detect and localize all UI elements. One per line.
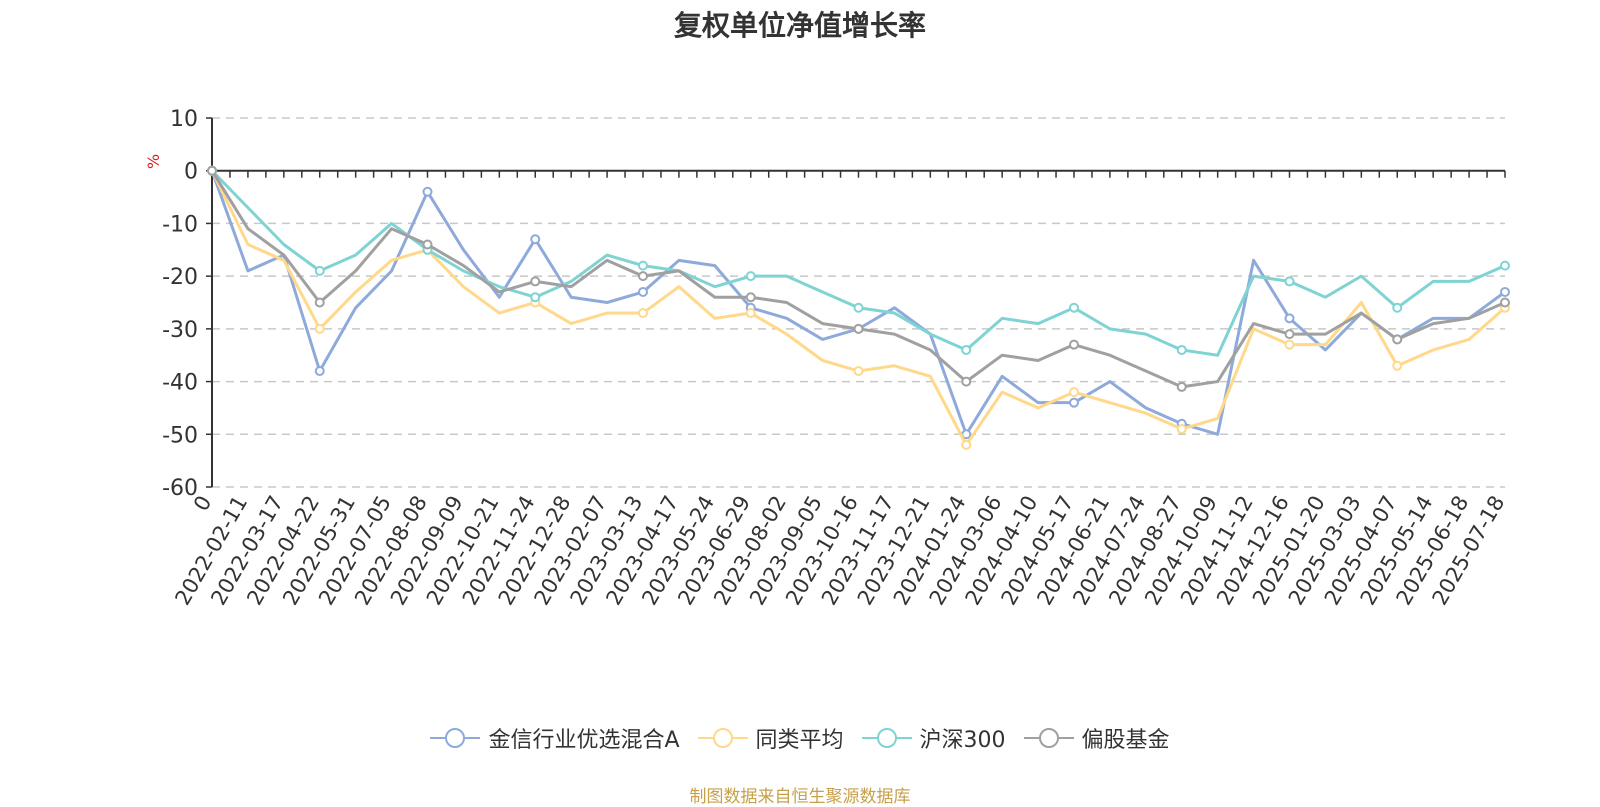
- legend-item[interactable]: 同类平均: [697, 722, 844, 754]
- series-point: [1069, 339, 1079, 350]
- series-point: [745, 271, 756, 282]
- legend-swatch-icon: [430, 728, 481, 748]
- series-point: [1176, 424, 1187, 435]
- legend-label: 偏股基金: [1081, 728, 1170, 753]
- series-point: [1392, 360, 1403, 371]
- series-point: [638, 271, 648, 282]
- series-point: [745, 292, 756, 303]
- series-point: [1176, 344, 1187, 355]
- series-point: [1500, 297, 1510, 308]
- y-tick-label: 0: [184, 160, 198, 185]
- series-point: [530, 276, 541, 287]
- series-point: [961, 439, 972, 450]
- series-point: [638, 308, 648, 319]
- legend-swatch-icon: [697, 728, 748, 748]
- series-line-0: [210, 170, 1506, 436]
- series-point: [314, 297, 325, 308]
- legend-swatch-icon: [861, 728, 912, 748]
- x-tick-label: 0: [189, 492, 216, 516]
- series-point: [314, 366, 325, 377]
- legend-swatch-icon: [1023, 728, 1074, 748]
- legend-item[interactable]: 金信行业优选混合A: [430, 722, 680, 754]
- tick-labels: 100-10-20-30-40-50-6002022-02-112022-03-…: [162, 107, 1509, 609]
- series-point: [1500, 286, 1510, 297]
- series-point: [638, 286, 648, 297]
- series-point: [1176, 381, 1187, 392]
- series-point: [1284, 313, 1295, 324]
- legend-label: 金信行业优选混合A: [488, 728, 680, 753]
- legend-label: 同类平均: [755, 728, 844, 753]
- series-point: [1069, 397, 1079, 408]
- series-point: [530, 234, 541, 245]
- series-point: [961, 376, 972, 387]
- series-point: [638, 260, 648, 271]
- y-tick-label: -30: [162, 318, 198, 343]
- series-point: [1392, 302, 1403, 313]
- y-tick-label: -50: [162, 423, 198, 448]
- series-point: [422, 239, 433, 250]
- series-point: [314, 265, 325, 276]
- legend-item[interactable]: 偏股基金: [1023, 722, 1170, 754]
- series-point: [745, 308, 756, 319]
- series-point: [853, 366, 864, 377]
- legend: 金信行业优选混合A 同类平均 沪深300 偏股基金: [0, 722, 1600, 754]
- series-line-3: [210, 169, 1506, 389]
- series-point: [853, 302, 864, 313]
- series-point: [853, 323, 864, 334]
- axes: [206, 117, 1506, 488]
- series-point: [1284, 339, 1295, 350]
- y-tick-label: -20: [162, 265, 198, 290]
- y-tick-label: -60: [162, 476, 198, 501]
- y-tick-label: -40: [162, 371, 198, 396]
- series-lines: [207, 165, 1510, 450]
- y-tick-label: 10: [170, 107, 198, 132]
- series-point: [422, 186, 433, 197]
- series-point: [1069, 302, 1079, 313]
- series-point: [1284, 276, 1295, 287]
- series-point: [207, 165, 217, 176]
- legend-label: 沪深300: [919, 728, 1006, 753]
- series-point: [961, 344, 972, 355]
- series-point: [1500, 260, 1510, 271]
- series-point: [530, 292, 541, 303]
- series-point: [1392, 334, 1403, 345]
- source-note: 制图数据来自恒生聚源数据库: [689, 787, 911, 807]
- series-point: [314, 323, 325, 334]
- legend-item[interactable]: 沪深300: [861, 722, 1006, 754]
- chart-title: 复权单位净值增长率: [673, 9, 926, 42]
- y-tick-label: -10: [162, 212, 198, 237]
- series-point: [1284, 329, 1295, 340]
- series-point: [1069, 387, 1079, 398]
